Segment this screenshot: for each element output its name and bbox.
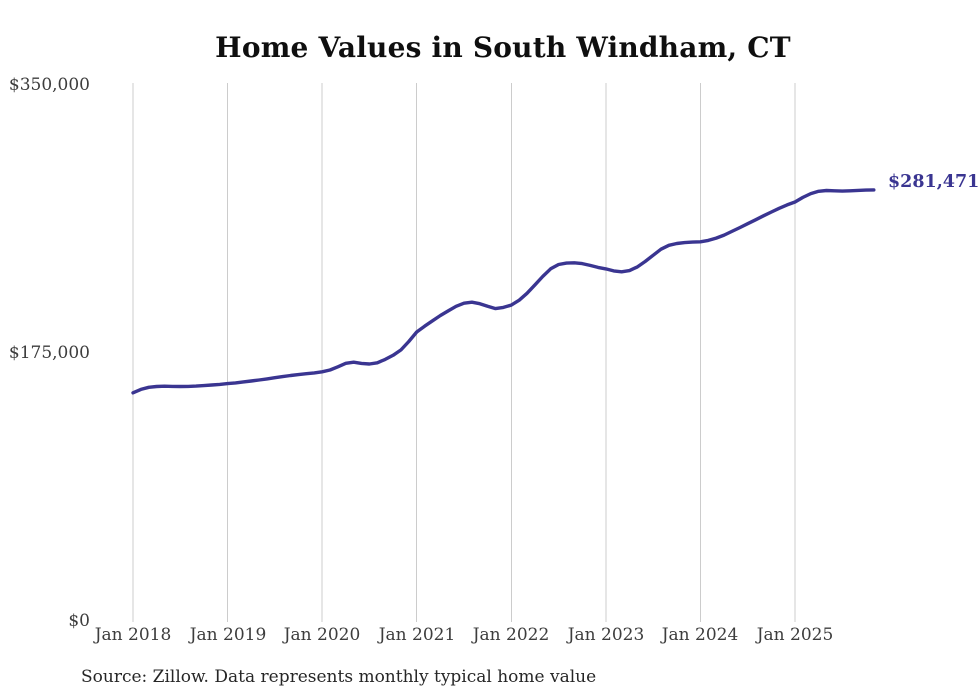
x-tick-label-jan-2021: Jan 2021 [378, 625, 456, 645]
chart-title: Home Values in South Windham, CT [215, 31, 791, 64]
current-value-label: $281,471 [888, 172, 980, 192]
y-tick-label-350000: $350,000 [8, 75, 90, 95]
x-tick-label-jan-2022: Jan 2022 [472, 625, 550, 645]
x-tick-label-jan-2024: Jan 2024 [661, 625, 739, 645]
x-tick-label-jan-2025: Jan 2025 [756, 625, 834, 645]
y-tick-label-175000: $175,000 [8, 343, 90, 363]
x-tick-label-jan-2023: Jan 2023 [567, 625, 645, 645]
x-tick-label-jan-2019: Jan 2019 [189, 625, 267, 645]
x-tick-label-jan-2018: Jan 2018 [94, 625, 172, 645]
source-note: Source: Zillow. Data represents monthly … [81, 667, 597, 687]
x-tick-label-jan-2020: Jan 2020 [283, 625, 361, 645]
home-value-line [131, 188, 876, 395]
y-tick-label-0: $0 [68, 611, 90, 631]
